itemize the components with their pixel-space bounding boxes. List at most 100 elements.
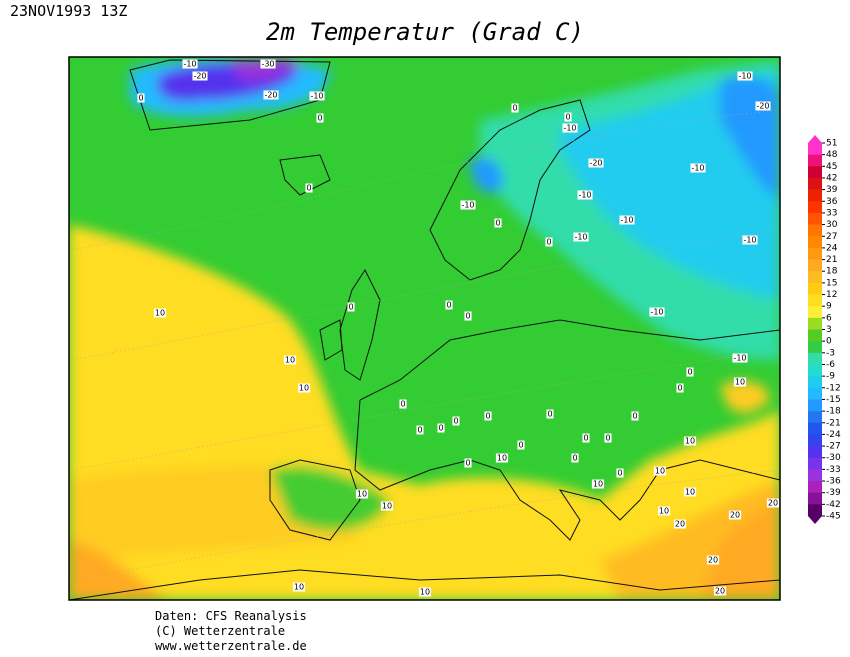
contour-label: 10 xyxy=(659,507,669,516)
contour-label-bg xyxy=(571,453,579,463)
colorbar-label: -21 xyxy=(826,418,841,428)
contour-label: 10 xyxy=(299,384,309,393)
contour-label: 0 xyxy=(546,238,551,247)
colorbar-label: -30 xyxy=(826,453,841,463)
contour-label-bg xyxy=(733,377,747,387)
contour-label-bg xyxy=(484,411,492,421)
colorbar-label: -15 xyxy=(826,395,841,405)
contour-label-bg xyxy=(653,466,667,476)
colorbar-label: 9 xyxy=(826,302,832,312)
colorbar-label: -27 xyxy=(826,442,841,452)
contour-label-bg xyxy=(305,183,313,193)
contour-label: -10 xyxy=(183,60,196,69)
contour-label: 0 xyxy=(306,184,311,193)
contour-label: -10 xyxy=(738,72,751,81)
contour-label-bg xyxy=(192,71,208,81)
contour-label-bg xyxy=(511,103,519,113)
colorbar-label: 36 xyxy=(826,197,838,207)
contour-label: 0 xyxy=(518,441,523,450)
contour-label-bg xyxy=(728,510,742,520)
colorbar-band xyxy=(808,259,822,272)
colorbar-label: -12 xyxy=(826,383,841,393)
map-frame xyxy=(68,56,781,601)
colorbar-band xyxy=(808,492,822,505)
contour-label: 10 xyxy=(357,490,367,499)
colorbar-label: -6 xyxy=(826,360,835,370)
contour-label-bg xyxy=(137,93,145,103)
contour-label: 0 xyxy=(565,113,570,122)
contour-label-bg xyxy=(657,506,671,516)
colorbar-band xyxy=(808,469,822,482)
contour-label-bg xyxy=(347,302,355,312)
contour-label: 0 xyxy=(495,219,500,228)
colorbar-bottom-arrow xyxy=(808,516,822,524)
contour-label: 0 xyxy=(138,94,143,103)
contour-label: -10 xyxy=(620,216,633,225)
contour-label: -10 xyxy=(563,124,576,133)
colorbar-band xyxy=(808,236,822,249)
colorbar-label: -36 xyxy=(826,477,841,487)
colorbar-band xyxy=(808,387,822,400)
contour-label-bg xyxy=(416,425,424,435)
colorbar-band xyxy=(808,271,822,284)
contour-label: 0 xyxy=(446,301,451,310)
contour-label-bg xyxy=(494,218,502,228)
colorbar-band xyxy=(808,282,822,295)
colorbar-band xyxy=(808,457,822,470)
colorbar-label: 42 xyxy=(826,173,837,183)
contour-label-bg xyxy=(673,519,687,529)
contour-label-bg xyxy=(545,237,553,247)
contour-label: 0 xyxy=(605,434,610,443)
colorbar-label: 51 xyxy=(826,139,837,149)
colorbar-band xyxy=(808,481,822,493)
colorbar-label: -42 xyxy=(826,500,841,510)
contour-label: -30 xyxy=(261,60,274,69)
colorbar-label: 18 xyxy=(826,267,838,277)
contour-label-bg xyxy=(495,453,509,463)
contour-label-bg xyxy=(445,300,453,310)
contour-label: 0 xyxy=(632,412,637,421)
map-title: 2m Temperatur (Grad C) xyxy=(266,18,584,46)
contour-label-bg xyxy=(182,59,198,69)
contour-label: 0 xyxy=(400,400,405,409)
contour-label-bg xyxy=(309,91,325,101)
contour-label-bg xyxy=(380,501,394,511)
contour-label-bg xyxy=(573,232,589,242)
colorbar-band xyxy=(808,247,822,260)
contour-label-bg xyxy=(690,163,706,173)
contour-label-bg xyxy=(460,200,476,210)
contour-label: 0 xyxy=(465,459,470,468)
contour-label-bg xyxy=(604,433,612,443)
colorbar-label: 30 xyxy=(826,220,838,230)
colorbar-band xyxy=(808,224,822,237)
contour-label: 0 xyxy=(677,384,682,393)
colorbar-label: 33 xyxy=(826,208,837,218)
colorbar-band xyxy=(808,329,822,342)
contour-label-bg xyxy=(316,113,324,123)
colorbar-label: 12 xyxy=(826,290,837,300)
contour-label-bg xyxy=(713,586,727,596)
colorbar-band xyxy=(808,434,822,447)
footer-copyright: (C) Wetterzentrale xyxy=(155,624,285,638)
contour-label: 10 xyxy=(497,454,507,463)
colorbar-label: 45 xyxy=(826,162,837,172)
colorbar-label: 24 xyxy=(826,243,838,253)
colorbar-band xyxy=(808,364,822,377)
colorbar-band xyxy=(808,154,822,167)
colorbar-band xyxy=(808,504,822,517)
contour-label-bg xyxy=(260,59,276,69)
contour-label: 0 xyxy=(583,434,588,443)
colorbar-top-arrow xyxy=(808,135,822,143)
contour-label-bg xyxy=(766,498,780,508)
contour-label-bg xyxy=(283,355,297,365)
contour-label-bg xyxy=(153,308,167,318)
contour-label: 0 xyxy=(572,454,577,463)
contour-label: -20 xyxy=(264,91,277,100)
contour-label: -10 xyxy=(461,201,474,210)
contour-label: 0 xyxy=(348,303,353,312)
contour-label: 20 xyxy=(715,587,725,596)
contour-label: 0 xyxy=(485,412,490,421)
contour-label-bg xyxy=(464,458,472,468)
contour-label-bg xyxy=(732,353,748,363)
colorbar-label: 39 xyxy=(826,185,838,195)
